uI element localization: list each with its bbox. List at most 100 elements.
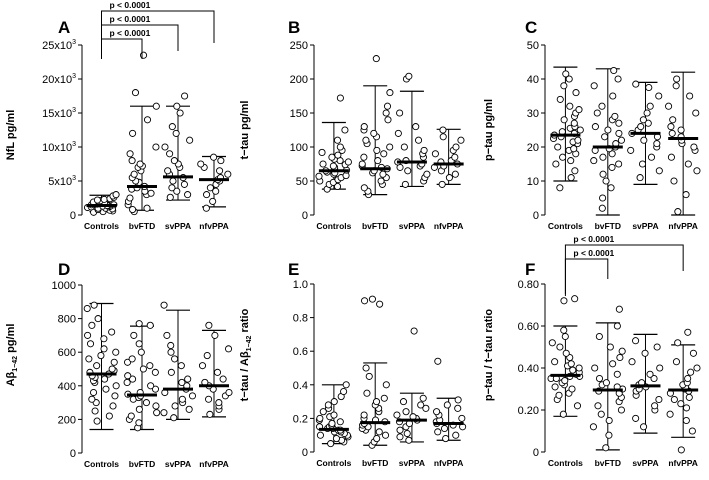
data-point-e	[360, 411, 368, 419]
y-tick-label-base: 1000	[52, 280, 76, 292]
y-axis-label-d-rest: pg/ml	[5, 324, 17, 356]
data-point-b	[380, 150, 388, 158]
data-point-d	[108, 365, 116, 373]
data-point-c	[684, 160, 692, 168]
data-point-a	[126, 150, 134, 158]
y-tick-label-base: 5x10	[48, 176, 72, 188]
data-point-c	[607, 184, 615, 192]
data-point-c	[692, 109, 700, 117]
data-point-c	[552, 160, 560, 168]
significance-label-a: p < 0.0001	[110, 28, 151, 38]
data-point-f	[687, 368, 695, 376]
x-category-label-b: svPPA	[399, 221, 425, 231]
data-point-c	[599, 170, 607, 178]
data-point-f	[646, 370, 654, 378]
y-tick-label-b: 200	[290, 74, 308, 86]
data-point-c	[670, 177, 678, 185]
data-point-a	[93, 196, 101, 204]
data-point-d	[97, 352, 105, 360]
data-point-d	[93, 417, 101, 425]
data-point-f	[632, 337, 640, 345]
data-point-d	[211, 331, 219, 339]
data-point-c	[647, 153, 656, 161]
data-point-d	[139, 365, 147, 373]
data-point-d	[184, 375, 192, 383]
y-tick-label-a: 20x103	[42, 73, 76, 86]
data-point-b	[438, 180, 446, 188]
data-point-e	[328, 419, 336, 427]
data-point-b	[401, 180, 409, 188]
data-point-b	[336, 143, 344, 151]
data-point-d	[167, 341, 175, 350]
data-point-f	[589, 423, 597, 431]
data-point-f	[561, 332, 569, 341]
y-tick-label-base: 0	[70, 210, 76, 222]
data-point-d	[203, 352, 211, 360]
y-tick-label-a: 25x103	[42, 39, 76, 52]
data-point-c	[554, 143, 562, 151]
data-point-a	[176, 109, 184, 117]
data-point-c	[643, 109, 651, 117]
data-point-a	[152, 143, 160, 151]
plot-e: 0 0.2 0.4 0.6 0.8 1.0 Controls bvFTD svPPA nfvPPA	[293, 279, 467, 468]
data-point-d	[100, 345, 108, 353]
y-tick-label-base: 0.6	[293, 346, 308, 358]
data-point-b	[336, 94, 344, 102]
data-point-d	[146, 362, 154, 370]
y-tick-label-d: 1000	[52, 280, 76, 292]
data-point-e	[405, 436, 413, 444]
data-point-e	[454, 404, 462, 412]
y-tick-label-base: 50	[527, 40, 539, 52]
data-point-b	[457, 136, 465, 144]
data-point-e	[458, 414, 466, 422]
x-category-label-a: nfvPPA	[199, 221, 229, 231]
data-point-c	[566, 102, 574, 110]
y-tick-label-b: 150	[290, 108, 308, 120]
data-point-f	[555, 391, 563, 399]
data-point-f	[560, 297, 568, 305]
data-point-c	[574, 136, 582, 144]
data-point-f	[602, 379, 610, 387]
data-point-c	[602, 177, 610, 185]
data-point-f	[594, 402, 602, 410]
x-category-label-f: Controls	[548, 458, 583, 468]
y-tick-label-base: 0.20	[518, 405, 539, 417]
data-point-a	[173, 187, 181, 195]
data-point-c	[637, 123, 645, 131]
data-point-c	[682, 191, 690, 199]
y-tick-label-base: 30	[527, 108, 539, 120]
data-point-e	[330, 411, 338, 419]
significance-bracket-a	[101, 38, 143, 59]
plot-c: 0 10 20 30 40 50 Controls bvFTD svPPA nfvPPA	[527, 40, 701, 231]
data-point-d	[108, 328, 116, 336]
data-point-c	[598, 204, 606, 212]
data-point-c	[645, 83, 653, 92]
y-tick-label-e: 0	[302, 447, 308, 459]
data-point-d	[89, 388, 98, 397]
data-point-c	[591, 123, 599, 131]
data-point-f	[567, 360, 575, 368]
data-point-f	[618, 347, 626, 355]
data-point-d	[215, 399, 223, 407]
data-point-b	[334, 151, 342, 159]
data-point-c	[610, 66, 618, 75]
data-point-c	[599, 153, 607, 161]
data-point-a	[216, 167, 224, 175]
data-point-c	[673, 75, 681, 83]
x-category-label-d: Controls	[84, 459, 119, 469]
data-point-a	[206, 184, 214, 192]
y-tick-label-c: 30	[527, 108, 539, 120]
data-point-c	[672, 82, 680, 90]
data-point-c	[653, 140, 661, 148]
data-point-a	[100, 195, 108, 203]
data-point-a	[130, 170, 138, 178]
y-tick-label-e: 0.6	[293, 346, 308, 358]
data-point-b	[328, 153, 336, 161]
data-point-c	[615, 119, 623, 127]
data-point-b	[445, 174, 453, 182]
data-point-c	[627, 146, 635, 154]
data-point-d	[124, 358, 132, 366]
y-tick-label-b: 50	[296, 176, 308, 188]
data-point-d	[146, 321, 154, 329]
data-point-b	[372, 55, 380, 63]
